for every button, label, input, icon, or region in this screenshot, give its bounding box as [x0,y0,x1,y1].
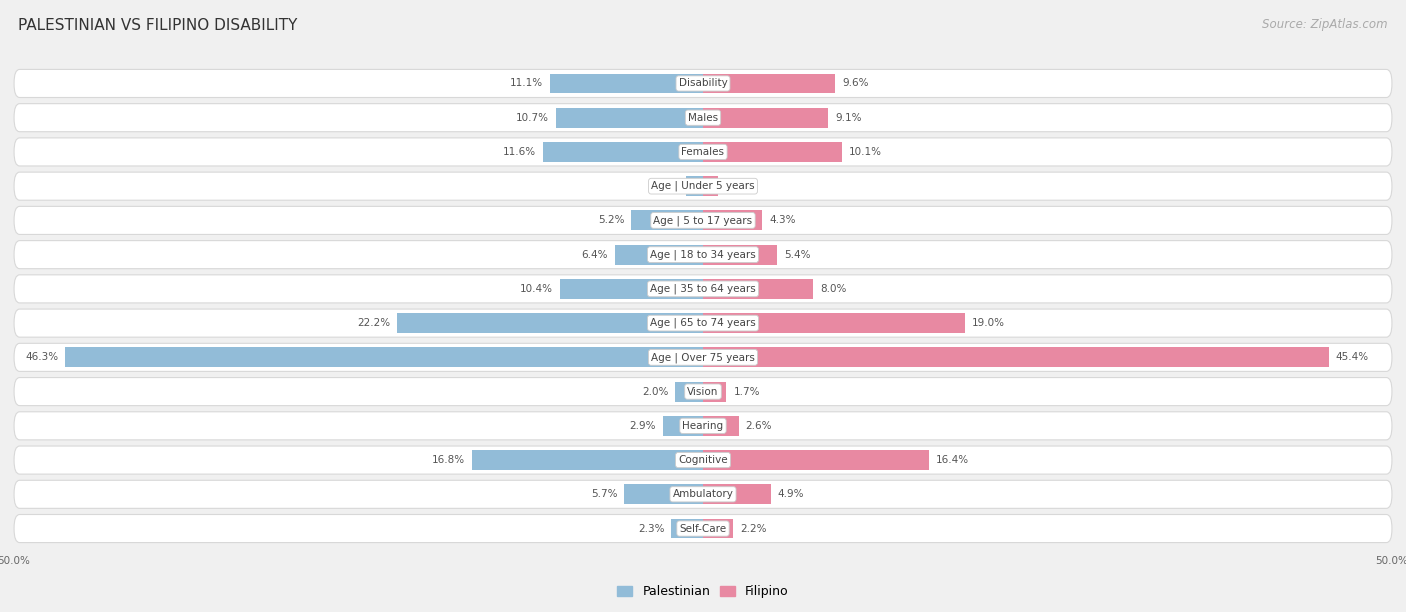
Text: 2.2%: 2.2% [740,523,766,534]
Text: 5.4%: 5.4% [785,250,811,259]
Bar [703,518,734,539]
Text: 10.1%: 10.1% [849,147,882,157]
FancyBboxPatch shape [14,309,1392,337]
Text: 6.4%: 6.4% [582,250,607,259]
Text: 9.6%: 9.6% [842,78,869,89]
Text: 5.2%: 5.2% [598,215,624,225]
Bar [703,211,762,230]
Bar [703,176,718,196]
Text: Hearing: Hearing [682,421,724,431]
Text: 10.4%: 10.4% [520,284,553,294]
Bar [671,518,703,539]
Text: 1.2%: 1.2% [652,181,679,191]
Text: Age | 5 to 17 years: Age | 5 to 17 years [654,215,752,226]
Bar [703,73,835,94]
Bar [560,279,703,299]
Bar [555,108,703,128]
FancyBboxPatch shape [14,69,1392,97]
Text: 22.2%: 22.2% [357,318,391,328]
Bar [703,245,778,264]
Bar [703,416,738,436]
Text: 10.7%: 10.7% [516,113,548,122]
Bar [703,484,770,504]
Bar [614,245,703,264]
Bar [675,382,703,401]
Text: 2.3%: 2.3% [638,523,665,534]
Text: Age | Over 75 years: Age | Over 75 years [651,352,755,362]
Bar [703,279,813,299]
Text: Cognitive: Cognitive [678,455,728,465]
FancyBboxPatch shape [14,275,1392,303]
Text: Age | Under 5 years: Age | Under 5 years [651,181,755,192]
Text: 46.3%: 46.3% [25,353,58,362]
Text: 11.1%: 11.1% [510,78,543,89]
FancyBboxPatch shape [14,446,1392,474]
FancyBboxPatch shape [14,172,1392,200]
Text: 2.0%: 2.0% [643,387,669,397]
Text: Age | 65 to 74 years: Age | 65 to 74 years [650,318,756,329]
Text: 1.7%: 1.7% [734,387,759,397]
Text: Source: ZipAtlas.com: Source: ZipAtlas.com [1263,18,1388,31]
Text: 9.1%: 9.1% [835,113,862,122]
Text: Females: Females [682,147,724,157]
FancyBboxPatch shape [14,515,1392,543]
Bar [703,108,828,128]
FancyBboxPatch shape [14,412,1392,440]
Text: Vision: Vision [688,387,718,397]
Bar [664,416,703,436]
Bar [703,382,727,401]
Bar [543,142,703,162]
FancyBboxPatch shape [14,206,1392,234]
Bar [686,176,703,196]
Bar [703,142,842,162]
Text: 19.0%: 19.0% [972,318,1005,328]
Text: 4.9%: 4.9% [778,490,804,499]
Bar [703,313,965,333]
Text: 8.0%: 8.0% [820,284,846,294]
Text: 5.7%: 5.7% [591,490,617,499]
Bar [65,348,703,367]
Text: Age | 35 to 64 years: Age | 35 to 64 years [650,283,756,294]
Legend: Palestinian, Filipino: Palestinian, Filipino [612,580,794,603]
Text: 4.3%: 4.3% [769,215,796,225]
Text: 2.9%: 2.9% [630,421,657,431]
Bar [471,450,703,470]
Text: Males: Males [688,113,718,122]
Text: Self-Care: Self-Care [679,523,727,534]
Bar [703,348,1329,367]
Text: Age | 18 to 34 years: Age | 18 to 34 years [650,250,756,260]
Bar [396,313,703,333]
Text: 1.1%: 1.1% [725,181,752,191]
FancyBboxPatch shape [14,378,1392,406]
Text: 16.4%: 16.4% [936,455,969,465]
Text: Disability: Disability [679,78,727,89]
FancyBboxPatch shape [14,138,1392,166]
Text: 45.4%: 45.4% [1336,353,1368,362]
Text: 16.8%: 16.8% [432,455,464,465]
Bar [624,484,703,504]
Bar [703,450,929,470]
Text: 2.6%: 2.6% [745,421,772,431]
Text: PALESTINIAN VS FILIPINO DISABILITY: PALESTINIAN VS FILIPINO DISABILITY [18,18,298,34]
FancyBboxPatch shape [14,480,1392,509]
FancyBboxPatch shape [14,241,1392,269]
Text: Ambulatory: Ambulatory [672,490,734,499]
Text: 11.6%: 11.6% [503,147,536,157]
FancyBboxPatch shape [14,103,1392,132]
Bar [631,211,703,230]
FancyBboxPatch shape [14,343,1392,371]
Bar [550,73,703,94]
